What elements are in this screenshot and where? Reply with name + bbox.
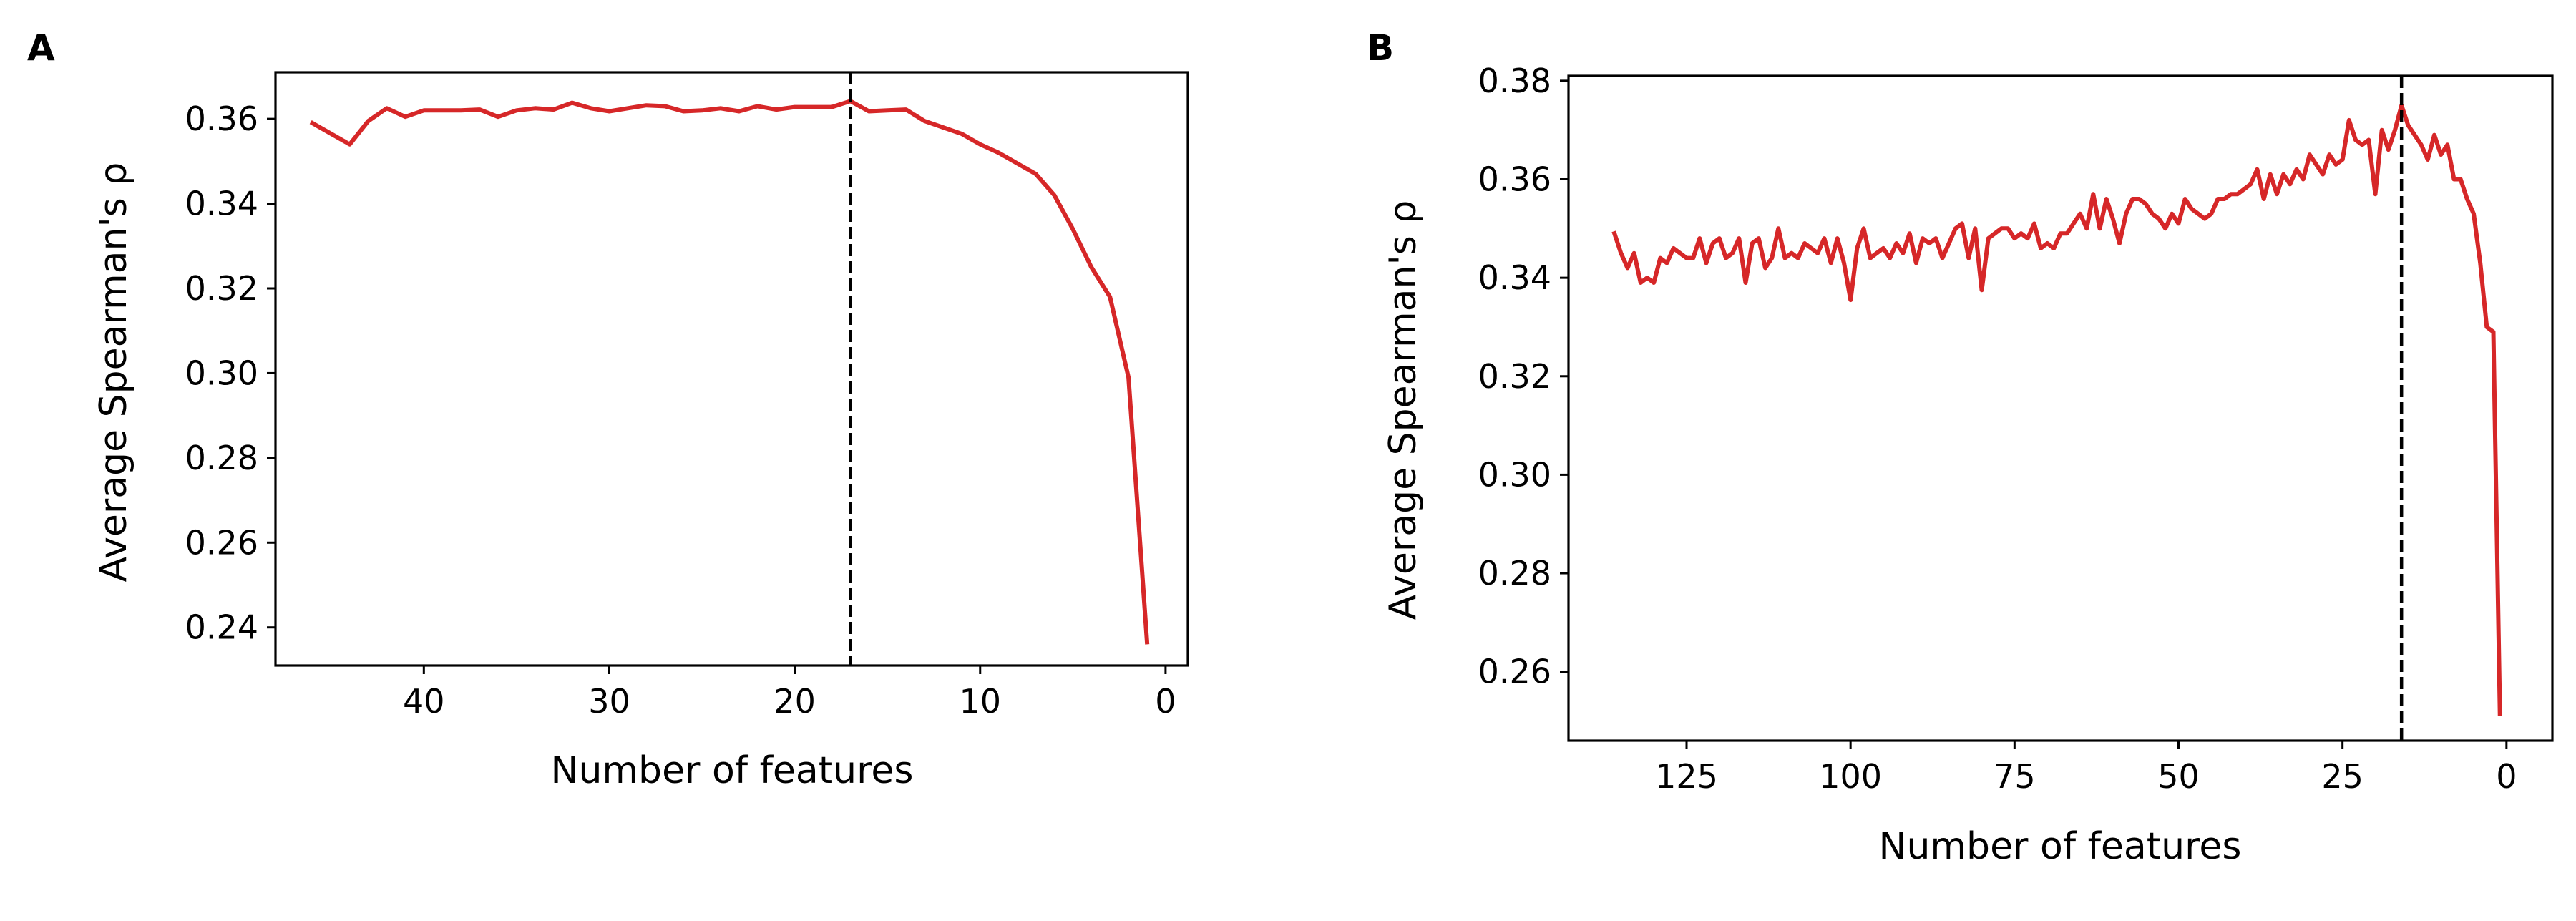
panel-a-series-line-0 xyxy=(309,99,1150,645)
panel-b-series-line-0 xyxy=(1611,103,2502,716)
panel-a-y-axis-label: Average Spearman's ρ xyxy=(92,162,135,583)
panel-b-x-tick-label: 25 xyxy=(2321,757,2363,796)
panel-b-y-tick-label: 0.34 xyxy=(1478,258,1551,297)
panel-b-plot: 125 100 75 50 25 0 0.26 0.28 0.30 0.32 0.34 0.36 0.3… xyxy=(1478,62,2554,796)
panel-b-x-tick-label: 125 xyxy=(1655,757,1718,796)
panel-b-letter: B xyxy=(1367,27,1394,69)
panel-b-x-tick-label: 75 xyxy=(1994,757,2036,796)
panel-b-x-tick-label: 50 xyxy=(2157,757,2200,796)
panel-b-x-tick-label: 0 xyxy=(2496,757,2517,796)
panel-b-y-tick-label: 0.26 xyxy=(1478,653,1551,691)
panel-b: B 125 100 75 50 25 0 0.26 0.28 0.30 0.32 0.34 0.36 0… xyxy=(1367,27,2554,868)
panel-a-x-tick-label: 10 xyxy=(959,682,1001,721)
panel-a-x-tick-label: 40 xyxy=(403,682,445,721)
panel-a-x-tick-label: 0 xyxy=(1155,682,1176,721)
panel-b-y-axis-label: Average Spearman's ρ xyxy=(1382,200,1425,620)
panel-a-y-tick-label: 0.26 xyxy=(185,523,258,562)
panel-a-x-tick-label: 30 xyxy=(588,682,630,721)
panel-b-y-tick-label: 0.28 xyxy=(1478,554,1551,593)
panel-a-y-tick-label: 0.30 xyxy=(185,354,258,392)
panel-b-axes-frame xyxy=(1567,74,2554,742)
panel-a-y-tick-label: 0.32 xyxy=(185,269,258,308)
panel-b-y-tick-label: 0.36 xyxy=(1478,160,1551,199)
panel-a-plot: 40 30 20 10 0 0.24 0.26 0.28 0.30 0.32 0.34 0.36 xyxy=(185,71,1189,721)
panel-a-y-tick-label: 0.28 xyxy=(185,439,258,477)
panel-a-x-tick-label: 20 xyxy=(774,682,816,721)
panel-a-letter: A xyxy=(27,27,55,69)
panel-b-x-tick-label: 100 xyxy=(1819,757,1882,796)
panel-a-y-tick-label: 0.34 xyxy=(185,185,258,223)
panel-a-axes-frame xyxy=(274,71,1189,667)
panel-b-y-tick-label: 0.32 xyxy=(1478,357,1551,396)
panel-a-y-tick-label: 0.24 xyxy=(185,608,258,647)
panel-a: A 40 30 20 10 00.240.260.280.300.320.340.36 … xyxy=(27,27,1189,792)
panel-a-x-axis-label: Number of features xyxy=(551,749,914,792)
panel-b-x-axis-label: Number of features xyxy=(1879,825,2242,868)
panel-b-y-tick-label: 0.30 xyxy=(1478,455,1551,494)
panel-a-y-tick-label: 0.36 xyxy=(185,99,258,138)
panel-b-y-tick-label: 0.38 xyxy=(1478,62,1551,100)
